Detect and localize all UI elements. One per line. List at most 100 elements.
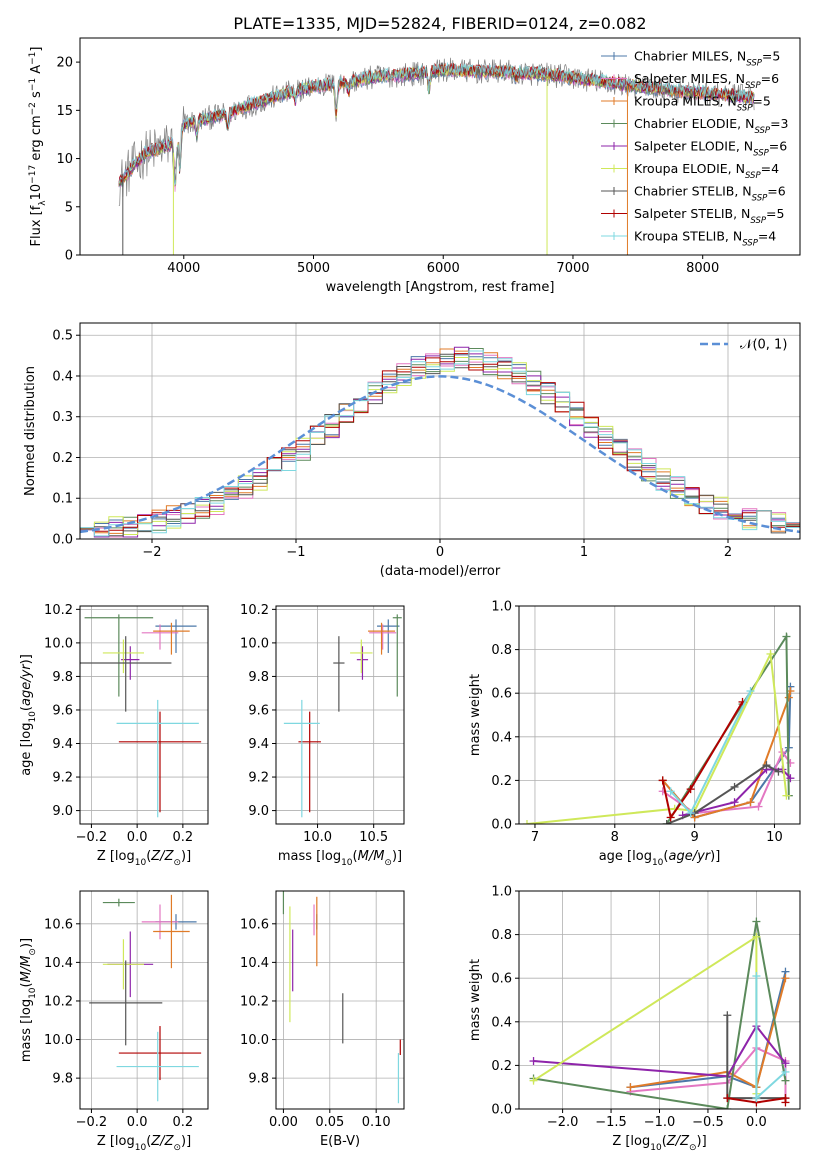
mass-weight-vs-age-point-marker: [522, 820, 531, 824]
spectrum-ytick-label: 15: [56, 104, 73, 119]
mass-weight-vs-z-ytick-label: 0.6: [491, 972, 512, 987]
residual-histogram-step: [80, 353, 800, 539]
mass-weight-vs-age-ytick-label: 0.0: [491, 818, 512, 833]
mass-vs-z-errorbar: [118, 1026, 202, 1081]
mass-weight-vs-z-ytick-label: 1.0: [491, 885, 512, 900]
mass-weight-vs-age-ytick-label: 0.4: [491, 730, 512, 745]
legend-entry-label: Salpeter STELIB, NSSP=5: [634, 206, 784, 226]
mass-weight-vs-age-xtick-label: 10: [766, 830, 783, 845]
age-vs-mass-errorbar: [350, 639, 373, 674]
residual-histogram-step: [80, 350, 800, 539]
age-vs-mass-ytick-label: 10.0: [240, 636, 269, 651]
residuals-xtick-label: 1: [580, 545, 588, 560]
mass-vs-z-ytick-label: 10.2: [44, 994, 73, 1009]
mass-weight-vs-z-xtick-label: −1.0: [644, 1115, 676, 1130]
legend-entry-label: Chabrier MILES, NSSP=5: [634, 49, 780, 69]
mass-weight-vs-z-point-marker: [723, 1094, 732, 1103]
spectrum-xtick-label: 8000: [686, 261, 719, 276]
age-vs-mass-errorbar: [283, 699, 320, 818]
mass-weight-vs-z-point-marker: [752, 972, 761, 981]
mass-weight-vs-age-plot-area: [522, 632, 795, 824]
mass-weight-vs-z-point-marker: [781, 974, 790, 983]
mass-vs-z-ytick-label: 10.6: [44, 917, 73, 932]
mass-weight-vs-z-point-marker: [781, 1098, 790, 1107]
mass-weight-vs-z-ytick-label: 0.2: [491, 1059, 512, 1074]
mass-weight-vs-z-point-marker: [752, 917, 761, 926]
mass-weight-vs-z-point-marker: [781, 1076, 790, 1085]
mass-vs-z-errorbar: [102, 898, 135, 907]
age-vs-mass-ytick-label: 9.8: [248, 670, 269, 685]
spectrum-xtick-label: 5000: [297, 261, 330, 276]
age-vs-mass-frame: [275, 605, 405, 825]
age-vs-z-errorbar: [155, 619, 197, 653]
mass-vs-z-errorbar: [141, 904, 179, 940]
mass-weight-vs-age-point-marker: [662, 820, 671, 824]
legend-entry-label: Chabrier STELIB, NSSP=6: [634, 184, 786, 204]
age-vs-z-ytick-label: 10.2: [44, 603, 73, 618]
residuals-xtick-label: 2: [724, 545, 732, 560]
mass-weight-vs-z-point-marker: [529, 1057, 538, 1066]
age-vs-z-xtick-label: 0.0: [127, 830, 148, 845]
mass-vs-ebv-frame: [275, 890, 405, 1110]
mass-vs-ebv-panel: 0.00 0.05 0.10 9.8 10.0 10.2 10.4 10.6 E(B-V): [240, 890, 405, 1149]
spectrum-ytick-label: 10: [56, 152, 73, 167]
mass-weight-vs-age-xtick-label: 8: [611, 830, 619, 845]
mass-vs-ebv-xlabel: E(B-V): [320, 1134, 360, 1149]
age-vs-mass-ytick-label: 9.4: [248, 737, 269, 752]
mass-weight-vs-age-point-marker: [782, 632, 791, 641]
mass-vs-z-plot-area: [89, 894, 202, 1102]
mass-weight-vs-z-point-marker: [752, 932, 761, 941]
spectrum-ytick-label: 20: [56, 56, 73, 71]
age-vs-mass-errorbar: [377, 619, 400, 653]
mass-weight-vs-age-ytick-label: 0.8: [491, 643, 512, 658]
legend-entry-label: Salpeter MILES, NSSP=6: [634, 71, 779, 91]
residuals-legend: 𝒩(0, 1): [700, 338, 787, 353]
mass-vs-z-errorbar: [102, 939, 144, 990]
age-vs-z-errorbar: [116, 699, 199, 818]
legend-entry-label: 𝒩(0, 1): [740, 338, 787, 353]
residuals-plot-area: [80, 346, 800, 539]
mass-vs-ebv-plot-area: [282, 891, 401, 1104]
residuals-xtick-label: −1: [286, 545, 305, 560]
residuals-ylabel: Normed distribution: [23, 366, 38, 496]
mass-weight-vs-age-point-marker: [774, 767, 783, 776]
mass-weight-vs-age-series-line: [661, 686, 792, 819]
mass-vs-ebv-xtick-label: 0.05: [315, 1115, 344, 1130]
mass-weight-vs-z-point-marker: [723, 1011, 732, 1020]
age-vs-z-errorbar: [141, 624, 179, 650]
mass-weight-vs-age-xlabel: age [log10(age/yr)]: [599, 849, 721, 868]
mass-weight-vs-z-xtick-label: −0.5: [692, 1115, 724, 1130]
age-vs-z-xtick-label: 0.2: [173, 830, 194, 845]
mass-weight-vs-age-point-marker: [782, 791, 791, 800]
mass-vs-ebv-ytick-label: 10.2: [240, 994, 269, 1009]
age-vs-mass-ytick-label: 10.2: [240, 603, 269, 618]
spectrum-xlabel: wavelength [Angstrom, rest frame]: [326, 280, 555, 295]
residuals-xtick-label: 0: [436, 545, 444, 560]
mass-vs-z-errorbar: [153, 894, 190, 969]
mass-weight-vs-z-series-line: [533, 1024, 787, 1078]
age-vs-z-ytick-label: 9.6: [52, 703, 73, 718]
spectrum-ytick-label: 5: [65, 200, 73, 215]
legend-entry-label: Chabrier ELODIE, NSSP=3: [634, 116, 789, 136]
age-vs-z-errorbar: [84, 614, 154, 697]
mass-weight-vs-age-point-marker: [666, 787, 675, 796]
mass-weight-vs-age-point-marker: [730, 798, 739, 807]
age-vs-mass-ytick-label: 9.2: [248, 771, 269, 786]
age-vs-z-ytick-label: 9.2: [52, 771, 73, 786]
mass-weight-vs-z-series-line: [726, 1015, 786, 1100]
spectrum-ylabel: Flux [fλ10−17 erg cm−2 s−1 A−1]: [28, 47, 48, 247]
age-vs-z-ylabel: age [log10(age/yr)]: [19, 654, 38, 776]
spectrum-panel: 4000 5000 6000 7000 8000 0 5 10 15 20 wavelength […: [28, 37, 801, 295]
mass-weight-vs-age-xtick-label: 9: [690, 830, 698, 845]
spectrum-model-line: [118, 62, 755, 186]
mass-weight-vs-z-point-marker: [781, 1059, 790, 1068]
mass-weight-vs-age-ylabel: mass weight: [468, 674, 483, 756]
mass-weight-vs-z-panel: −2.0 −1.5 −1.0 −0.5 0.0 0.0 0.2 0.4 0.6 0.8 1.0 Z […: [468, 885, 801, 1153]
mass-weight-vs-age-point-marker: [730, 782, 739, 791]
residuals-ytick-label: 0.3: [52, 410, 73, 425]
spectrum-xtick-label: 7000: [556, 261, 589, 276]
mass-vs-z-frame: [79, 890, 209, 1110]
